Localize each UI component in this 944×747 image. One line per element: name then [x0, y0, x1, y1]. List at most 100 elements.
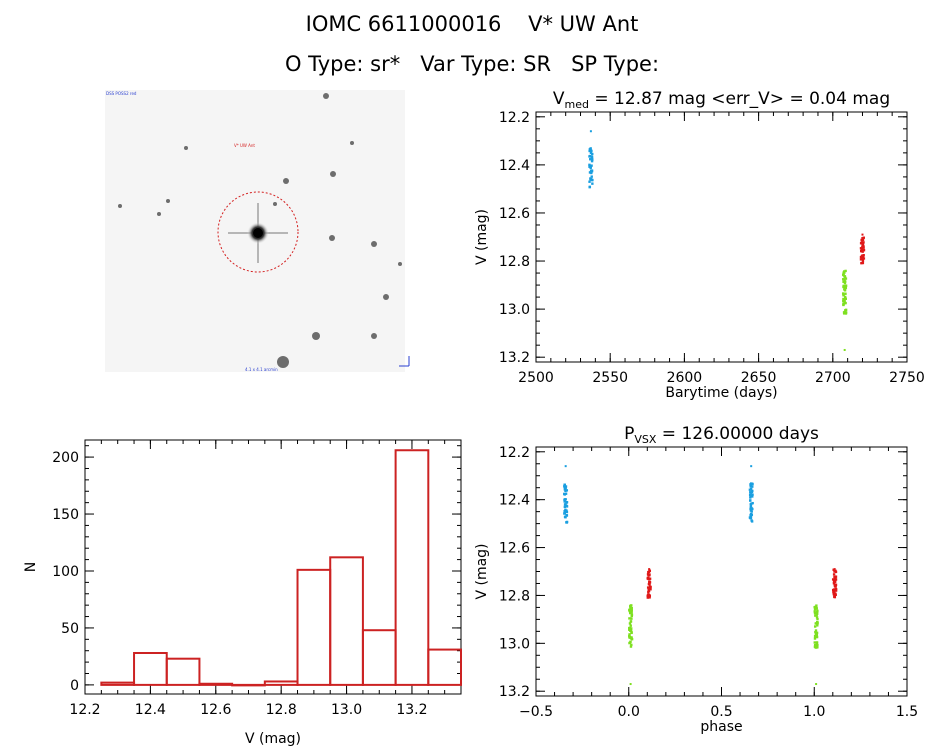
x-tick-label: 1.5: [896, 704, 918, 720]
data-point: [842, 284, 845, 288]
data-point: [748, 516, 752, 519]
data-point: [563, 493, 566, 496]
data-point: [749, 491, 753, 494]
data-point: [862, 248, 866, 252]
sky-star: [330, 171, 336, 177]
data-point: [647, 573, 650, 577]
data-point: [834, 583, 838, 586]
x-tick-label: 2500: [518, 370, 554, 386]
data-point: [815, 612, 818, 615]
data-point: [591, 178, 594, 182]
data-point: [814, 630, 817, 634]
data-point: [589, 130, 592, 133]
data-point: [629, 606, 632, 609]
x-tick-label: 2600: [667, 370, 703, 386]
series-green: [628, 604, 634, 686]
y-tick-label: 12.8: [499, 588, 530, 604]
data-point: [564, 503, 567, 506]
data-point: [813, 611, 817, 615]
y-tick-label: 0: [70, 678, 79, 694]
data-point: [832, 582, 836, 585]
data-point: [749, 485, 752, 488]
data-point: [591, 157, 594, 161]
data-point: [590, 149, 593, 153]
data-point: [816, 646, 819, 649]
data-point: [844, 292, 847, 295]
data-point: [565, 510, 569, 514]
y-tick-label: 13.0: [499, 302, 530, 318]
data-point: [588, 180, 591, 183]
data-point: [814, 605, 817, 609]
series-red: [831, 568, 838, 599]
x-tick-label: 12.2: [69, 702, 100, 718]
data-point: [834, 570, 838, 574]
sky-label-target: V* UW Ant: [234, 143, 255, 148]
data-point: [751, 485, 754, 488]
data-point: [630, 613, 634, 616]
sky-stars: [118, 93, 402, 368]
data-point: [647, 582, 651, 586]
title-rest: = 12.87 mag <err_V> = 0.04 mag: [589, 89, 890, 109]
data-point: [591, 152, 594, 156]
data-point: [629, 683, 632, 686]
hist-bar: [133, 651, 168, 686]
data-point: [588, 149, 591, 153]
data-point: [751, 495, 754, 498]
data-point: [630, 610, 633, 614]
data-point: [648, 596, 651, 599]
data-point: [816, 617, 819, 621]
sky-star: [184, 146, 188, 150]
data-point: [815, 635, 819, 639]
data-point: [862, 236, 865, 239]
hist-bar: [394, 449, 430, 686]
data-point: [751, 493, 754, 496]
title-rest: = 126.00000 days: [656, 424, 819, 444]
data-point: [843, 300, 846, 303]
data-point: [649, 588, 652, 591]
y-axis-label: N: [23, 562, 39, 572]
data-point: [816, 609, 819, 612]
data-point: [862, 246, 865, 249]
y-tick-label: 12.2: [499, 110, 530, 126]
data-point: [590, 155, 594, 159]
y-tick-label: 200: [52, 450, 79, 466]
data-point: [843, 271, 846, 274]
data-point: [749, 504, 753, 507]
panel-title: Vmed = 12.87 mag <err_V> = 0.04 mag: [553, 89, 890, 111]
data-point: [815, 643, 819, 647]
data-point: [843, 278, 846, 281]
x-axis-label: V (mag): [245, 731, 301, 747]
data-point: [563, 483, 566, 487]
data-point: [861, 259, 865, 262]
sky-label-top-left: DSS POSS2 red: [106, 91, 137, 96]
data-point: [842, 297, 845, 301]
data-point: [565, 501, 568, 504]
data-point: [859, 258, 863, 261]
data-point: [833, 588, 836, 592]
sky-star: [398, 262, 402, 266]
series-blue: [748, 465, 754, 523]
data-point: [646, 596, 649, 599]
y-tick-label: 50: [61, 621, 79, 637]
data-point: [750, 465, 753, 468]
data-point: [841, 292, 845, 295]
data-point: [564, 515, 567, 519]
x-tick-label: 2750: [889, 370, 925, 386]
data-point: [751, 482, 754, 486]
data-point: [590, 169, 594, 172]
data-point: [832, 573, 836, 576]
data-point: [563, 488, 567, 491]
data-point: [648, 594, 652, 598]
data-point: [649, 585, 652, 589]
x-axis-label: Barytime (days): [665, 385, 777, 401]
data-point: [844, 277, 848, 280]
y-tick-label: 13.2: [499, 684, 530, 700]
data-point: [630, 643, 633, 647]
sky-star: [329, 235, 335, 241]
data-point: [628, 626, 631, 630]
data-point: [648, 568, 651, 571]
data-point: [861, 238, 865, 242]
data-point: [750, 519, 753, 522]
data-point: [751, 501, 754, 505]
data-point: [749, 483, 752, 487]
